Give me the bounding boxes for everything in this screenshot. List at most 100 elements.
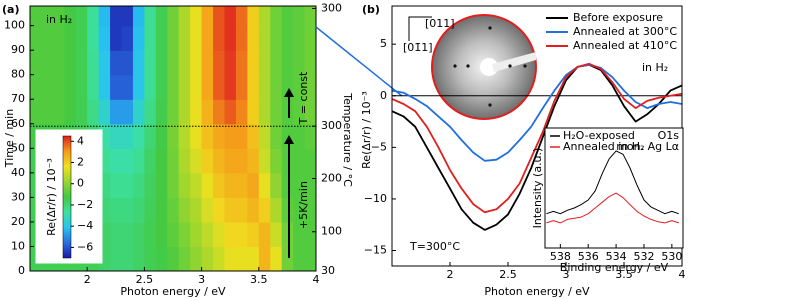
- y-tick-label: 30: [321, 264, 335, 277]
- heatmap-cell: [64, 50, 77, 76]
- x-tick-label: 3: [563, 268, 570, 281]
- heatmap-cell: [224, 6, 237, 27]
- leed-spot: [523, 64, 527, 68]
- heatmap-cell: [201, 6, 214, 27]
- y-tick-label: 50: [11, 141, 25, 154]
- heatmap-cell: [213, 221, 226, 248]
- y-tick-label: −5: [371, 140, 387, 153]
- heatmap-cell: [64, 25, 77, 51]
- x-tick-label: 4: [679, 268, 686, 281]
- heatmap-cell: [178, 123, 191, 149]
- heatmap-cell: [293, 172, 306, 198]
- heatmap-cell: [293, 25, 306, 51]
- x-tick-label: 4: [313, 273, 320, 286]
- heatmap-cell: [155, 99, 168, 125]
- heatmap-cell: [110, 50, 123, 76]
- heatmap-cell: [281, 246, 294, 271]
- heatmap-cell: [178, 197, 191, 223]
- heatmap-cell: [30, 25, 43, 51]
- heatmap-cell: [304, 99, 316, 125]
- y-tick-label: 90: [11, 43, 25, 56]
- heatmap-cell: [110, 25, 123, 51]
- colorbar-tick-label: 4: [77, 134, 84, 147]
- heatmap-cell: [201, 74, 214, 100]
- x-tick-label: 3: [198, 273, 205, 286]
- heatmap-cell: [167, 25, 180, 51]
- legend-label: Annealed in H₂: [563, 140, 645, 153]
- y-axis-label: Re(Δr/r) / 10⁻³: [360, 91, 373, 169]
- panel-label: (b): [362, 3, 380, 16]
- colorbar: [62, 135, 72, 259]
- heatmap-cell: [75, 25, 88, 51]
- heatmap-cell: [121, 6, 134, 27]
- heatmap-cell: [144, 123, 157, 149]
- heatmap-cell: [132, 99, 145, 125]
- x-tick-label: 2: [447, 268, 454, 281]
- y-axis-label: Time / min: [3, 109, 16, 168]
- inset-background: [545, 128, 683, 248]
- heatmap-cell: [155, 25, 168, 51]
- connector: [315, 26, 403, 97]
- series-line: [546, 150, 679, 215]
- colorbar-tick-label: −4: [77, 219, 93, 232]
- heatmap-cell: [121, 123, 134, 149]
- heatmap-cell: [224, 148, 237, 174]
- y-tick-label: 60: [11, 117, 25, 130]
- heatmap-cell: [144, 25, 157, 51]
- heatmap-cell: [190, 123, 203, 149]
- heatmap-cell: [235, 99, 248, 125]
- legend-label: Before exposure: [573, 11, 663, 24]
- heatmap-cell: [87, 50, 100, 76]
- heatmap-cell: [304, 197, 316, 223]
- heatmap-cell: [304, 50, 316, 76]
- heatmap-cell: [144, 246, 157, 271]
- heatmap-cell: [64, 74, 77, 100]
- heatmap-cell: [110, 99, 123, 125]
- heatmap-cell: [190, 221, 203, 248]
- colorbar-tick-label: −2: [77, 198, 93, 211]
- heatmap-cell: [87, 6, 100, 27]
- heatmap-cell: [235, 148, 248, 174]
- y-tick-label: 40: [11, 166, 25, 179]
- heatmap-cell: [258, 50, 271, 76]
- x-tick-label: 2.5: [499, 268, 517, 281]
- heatmap-cell: [293, 99, 306, 125]
- heatmap-cell: [155, 221, 168, 248]
- heatmap-cell: [293, 148, 306, 174]
- heatmap-cell: [132, 148, 145, 174]
- annotation: O1s: [658, 129, 680, 142]
- heatmap-cell: [247, 246, 260, 271]
- heatmap-cell: [281, 197, 294, 223]
- legend-label: Annealed at 300°C: [573, 25, 677, 38]
- heatmap-cell: [258, 99, 271, 125]
- heatmap-cell: [258, 246, 271, 271]
- heatmap-cell: [75, 6, 88, 27]
- heatmap-cell: [213, 25, 226, 51]
- heatmap-cell: [235, 197, 248, 223]
- annotation: T=300°C: [409, 240, 460, 253]
- heatmap-cell: [121, 99, 134, 125]
- heatmap-cell: [213, 246, 226, 271]
- heatmap-cell: [121, 74, 134, 100]
- heatmap-cell: [293, 246, 306, 271]
- heatmap-cell: [224, 123, 237, 149]
- heatmap-cell: [224, 246, 237, 271]
- y-tick-label: 0: [380, 89, 387, 102]
- x-tick-label: 2: [84, 273, 91, 286]
- heatmap-cell: [144, 172, 157, 198]
- x-tick-label: 2.5: [136, 273, 154, 286]
- heatmap-cell: [178, 74, 191, 100]
- heatmap-cell: [270, 50, 283, 76]
- heatmap-cell: [155, 246, 168, 271]
- heatmap-cell: [258, 172, 271, 198]
- heatmap-cell: [270, 99, 283, 125]
- heatmap-cell: [52, 6, 65, 27]
- heatmap-cell: [213, 148, 226, 174]
- heatmap-cell: [167, 246, 180, 271]
- heatmap-cell: [167, 123, 180, 149]
- heatmap-cell: [167, 6, 180, 27]
- heatmap-cell: [224, 221, 237, 248]
- heatmap-cell: [64, 99, 77, 125]
- heatmap-cell: [270, 197, 283, 223]
